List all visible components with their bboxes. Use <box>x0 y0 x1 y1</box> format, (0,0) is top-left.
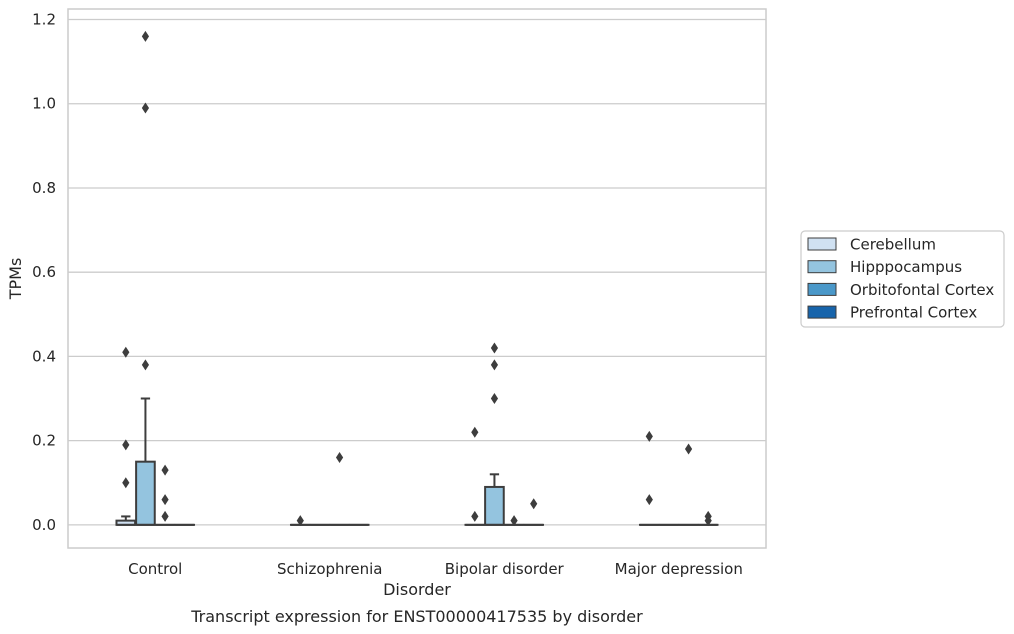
y-tick-label: 0.6 <box>32 263 56 281</box>
y-tick-label: 0.0 <box>32 516 56 534</box>
x-tick-label: Schizophrenia <box>277 560 382 578</box>
outlier-point <box>141 102 150 114</box>
box-hipppocampus <box>135 30 156 526</box>
y-tick-label: 0.4 <box>32 347 56 365</box>
y-tick-label: 0.2 <box>32 432 56 450</box>
legend-swatch <box>807 282 837 296</box>
legend-label: Prefrontal Cortex <box>850 304 977 322</box>
box-orbitofontal-cortex <box>329 451 350 526</box>
legend-box <box>800 230 1005 328</box>
plot-area-frame <box>67 8 767 549</box>
outlier-point <box>490 393 499 405</box>
outlier-point <box>704 510 712 522</box>
x-tick-labels: Control Schizophrenia Bipolar disorder Majo… <box>128 560 743 578</box>
box-prefrontal-cortex <box>523 498 545 526</box>
box-cerebellum <box>289 515 311 527</box>
outlier-point <box>161 494 169 506</box>
box-cerebellum <box>464 426 486 526</box>
outlier-point <box>471 426 479 438</box>
grid-lines <box>68 18 766 526</box>
box-cerebellum <box>115 346 137 526</box>
y-tick-label: 0.8 <box>32 179 56 197</box>
outlier-point <box>684 443 693 455</box>
figure-caption: Transcript expression for ENST0000041753… <box>190 607 643 626</box>
outlier-point <box>490 359 499 371</box>
outlier-point <box>122 346 130 358</box>
box-cerebellum <box>638 430 660 526</box>
box-orbitofontal-cortex <box>154 464 176 526</box>
outlier-point <box>645 430 653 442</box>
box-iqr <box>484 485 505 526</box>
x-tick-label: Major depression <box>615 560 743 578</box>
legend-label: Hipppocampus <box>850 258 962 276</box>
outlier-point <box>510 515 518 527</box>
box-hipppocampus <box>484 342 505 526</box>
outlier-point <box>141 30 150 42</box>
legend-label: Orbitofontal Cortex <box>850 281 994 299</box>
box-prefrontal-cortex <box>697 510 719 527</box>
outlier-point <box>122 477 130 489</box>
outlier-point <box>161 510 169 522</box>
box-orbitofontal-cortex <box>678 443 699 526</box>
x-axis-title: Disorder <box>383 580 451 599</box>
y-tick-labels: 0.0 0.2 0.4 0.6 0.8 1.0 1.2 <box>32 11 56 534</box>
outlier-point <box>530 498 538 510</box>
outlier-point <box>296 515 304 527</box>
outlier-point <box>141 359 150 371</box>
outlier-point <box>471 510 479 522</box>
outlier-point <box>335 451 344 463</box>
outlier-point <box>161 464 169 476</box>
x-tick-label: Bipolar disorder <box>445 560 565 578</box>
box-iqr <box>135 460 156 526</box>
outlier-point <box>490 342 499 354</box>
boxes <box>115 30 719 527</box>
x-tick-label: Control <box>128 560 182 578</box>
legend-swatch <box>807 237 837 251</box>
legend: Cerebellum Hipppocampus Orbitofontal Corte… <box>800 230 1005 328</box>
box-orbitofontal-cortex <box>503 515 525 527</box>
legend-swatch <box>807 260 837 274</box>
y-tick-label: 1.0 <box>32 95 56 113</box>
legend-swatch <box>807 305 837 319</box>
y-tick-label: 1.2 <box>32 11 56 29</box>
legend-label: Cerebellum <box>850 236 936 254</box>
outlier-point <box>645 494 653 506</box>
outlier-point <box>122 439 130 451</box>
y-axis-title: TPMs <box>6 258 25 301</box>
